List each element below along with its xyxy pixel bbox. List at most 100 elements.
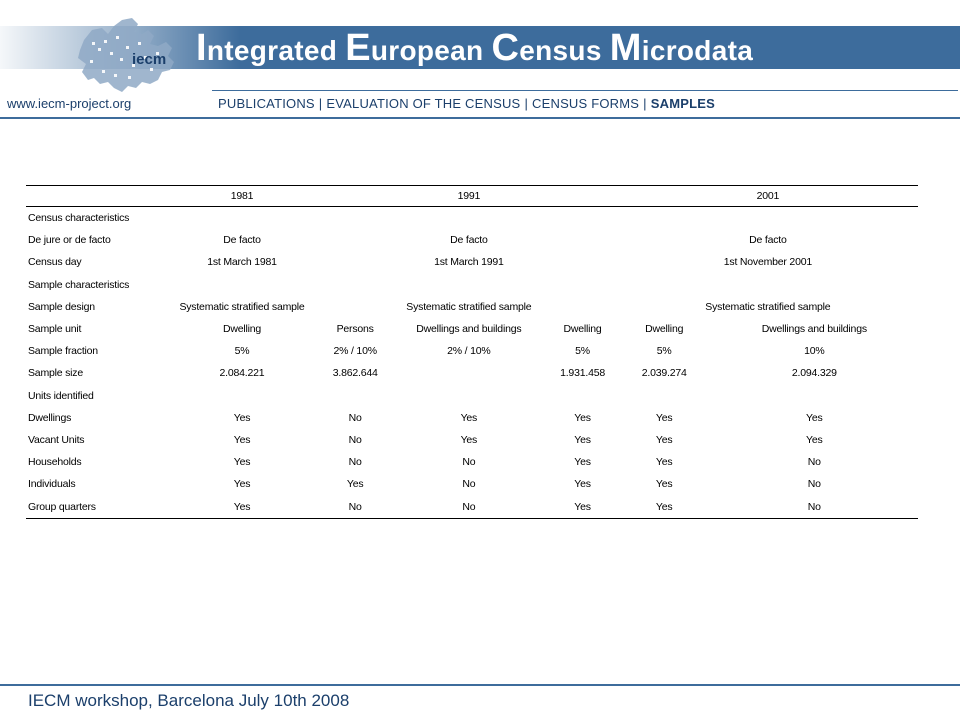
table-header-empty xyxy=(26,185,164,207)
title-capital: E xyxy=(345,27,371,69)
table-cell: Yes xyxy=(655,433,673,446)
nav-link-publications[interactable]: PUBLICATIONS xyxy=(218,96,315,111)
footer-rule xyxy=(0,684,960,686)
table-cell: Yes xyxy=(655,478,673,491)
table-cell: Yes xyxy=(233,411,251,424)
table-cell: No xyxy=(348,411,362,424)
nav-link-samples[interactable]: SAMPLES xyxy=(650,96,715,111)
table-cell: Yes xyxy=(233,433,251,446)
table-cell: 3.862.644 xyxy=(332,367,378,380)
table-cell: Yes xyxy=(617,495,711,519)
table-cell: 2% / 10% xyxy=(447,345,491,358)
title-word: icrodata xyxy=(641,35,754,66)
table-cell: Dwelling xyxy=(222,323,262,336)
table-cell: 1st November 2001 xyxy=(723,256,812,269)
table-cell: Yes xyxy=(346,478,364,491)
section-row: Sample characteristics xyxy=(26,274,918,296)
table-cell: Yes xyxy=(806,411,823,424)
table-row: De jure or de facto De facto De facto De fa… xyxy=(26,229,918,251)
table-cell: 5% xyxy=(234,345,250,358)
table-cell: 5% xyxy=(656,345,672,358)
table-row: Sample size 2.084.221 3.862.644 1.931.458 2.… xyxy=(26,362,918,384)
header-rule xyxy=(212,90,958,91)
table-cell: Yes xyxy=(574,433,591,446)
table-header-year: 1991 xyxy=(320,185,618,207)
row-label: Vacant Units xyxy=(28,433,85,446)
table-cell: No xyxy=(462,456,476,469)
table-cell: 1st March 1981 xyxy=(207,256,277,269)
table-cell: Dwellings and buildings xyxy=(761,323,867,336)
row-label: Census day xyxy=(28,256,82,269)
table-cell: Persons xyxy=(336,323,374,336)
title-word: uropean xyxy=(370,35,492,66)
table-cell: Systematic stratified sample xyxy=(179,300,305,313)
row-label: Sample unit xyxy=(28,323,82,336)
table-cell: No xyxy=(807,456,821,469)
nav-separator: | xyxy=(318,96,323,111)
table-cell: Yes xyxy=(655,456,673,469)
nav-rule xyxy=(0,117,960,119)
table-cell: De facto xyxy=(450,234,488,247)
site-url-link[interactable]: www.iecm-project.org xyxy=(7,96,132,111)
row-label: Dwellings xyxy=(28,411,72,424)
row-label: De jure or de facto xyxy=(28,234,111,247)
table-row: Sample fraction 5% 2% / 10% 2% / 10% 5% 5% 10% xyxy=(26,340,918,362)
table-cell: Dwelling xyxy=(563,323,602,336)
table-cell: No xyxy=(348,433,362,446)
table-cell: 2.039.274 xyxy=(641,367,687,380)
table-header-year: 2001 xyxy=(617,185,918,207)
row-label: Sample fraction xyxy=(28,345,98,358)
table-cell: 2% / 10% xyxy=(333,345,378,358)
logo-text: iecm xyxy=(132,51,166,68)
table-row: Sample unit Dwelling Persons Dwellings and … xyxy=(26,318,918,340)
samples-table: 1981 1991 2001 Census characteristics De … xyxy=(26,185,918,519)
row-label: Households xyxy=(28,456,82,469)
page-title: Integrated European Census Microdata xyxy=(196,27,753,69)
table-cell: Yes xyxy=(460,411,478,424)
section-title: Sample characteristics xyxy=(28,278,130,291)
table-header-row: 1981 1991 2001 xyxy=(26,185,918,207)
table-header-year: 1981 xyxy=(164,185,320,207)
table-cell: 2.084.221 xyxy=(219,367,265,380)
table-row: Sample design Systematic stratified sampl… xyxy=(26,296,918,318)
table-cell: No xyxy=(710,495,918,519)
section-title: Census characteristics xyxy=(28,212,130,225)
table-cell: No xyxy=(462,478,476,491)
title-word: ensus xyxy=(519,35,610,66)
section-row: Census characteristics xyxy=(26,207,918,230)
iecm-map-logo[interactable]: iecm xyxy=(62,12,202,96)
table-cell: 1st March 1991 xyxy=(434,256,504,269)
row-label: Sample design xyxy=(28,300,95,313)
table-cell: Systematic stratified sample xyxy=(705,300,831,313)
table-row: Census day 1st March 1981 1st March 1991 1s… xyxy=(26,251,918,273)
table-cell: Systematic stratified sample xyxy=(406,300,532,313)
table-cell: Dwellings and buildings xyxy=(416,323,522,336)
table-cell: Yes xyxy=(574,478,591,491)
table-cell: 5% xyxy=(575,345,590,358)
table-row: Vacant Units Yes No Yes Yes Yes Yes xyxy=(26,429,918,451)
table-cell: 1.931.458 xyxy=(560,367,605,380)
section-row: Units identified xyxy=(26,385,918,407)
nav-link-evaluation-of-the-census[interactable]: EVALUATION OF THE CENSUS xyxy=(326,96,521,111)
title-capital: C xyxy=(491,27,520,69)
table-cell: 2.094.329 xyxy=(791,367,837,380)
table-cell: No xyxy=(348,456,362,469)
table-cell: De facto xyxy=(749,234,787,247)
table-cell: Yes xyxy=(547,495,618,519)
table-cell: Yes xyxy=(655,411,673,424)
nav-link-census-forms[interactable]: CENSUS FORMS xyxy=(532,96,640,111)
table-cell: De facto xyxy=(223,234,261,247)
table-row: Dwellings Yes No Yes Yes Yes Yes xyxy=(26,407,918,429)
table-cell: Yes xyxy=(574,411,591,424)
table-cell: Yes xyxy=(460,433,478,446)
top-nav: PUBLICATIONS | EVALUATION OF THE CENSUS | CE… xyxy=(218,96,715,111)
nav-separator: | xyxy=(524,96,529,111)
table-row: Households Yes No No Yes Yes No xyxy=(26,451,918,473)
table-cell: Yes xyxy=(806,433,823,446)
table-row: Group quarters Yes No No Yes Yes No xyxy=(26,495,918,519)
table-cell: 10% xyxy=(804,345,825,358)
nav-separator: | xyxy=(643,96,647,111)
table-cell: Yes xyxy=(164,495,320,519)
table-cell xyxy=(390,362,547,384)
title-capital: I xyxy=(196,27,207,69)
